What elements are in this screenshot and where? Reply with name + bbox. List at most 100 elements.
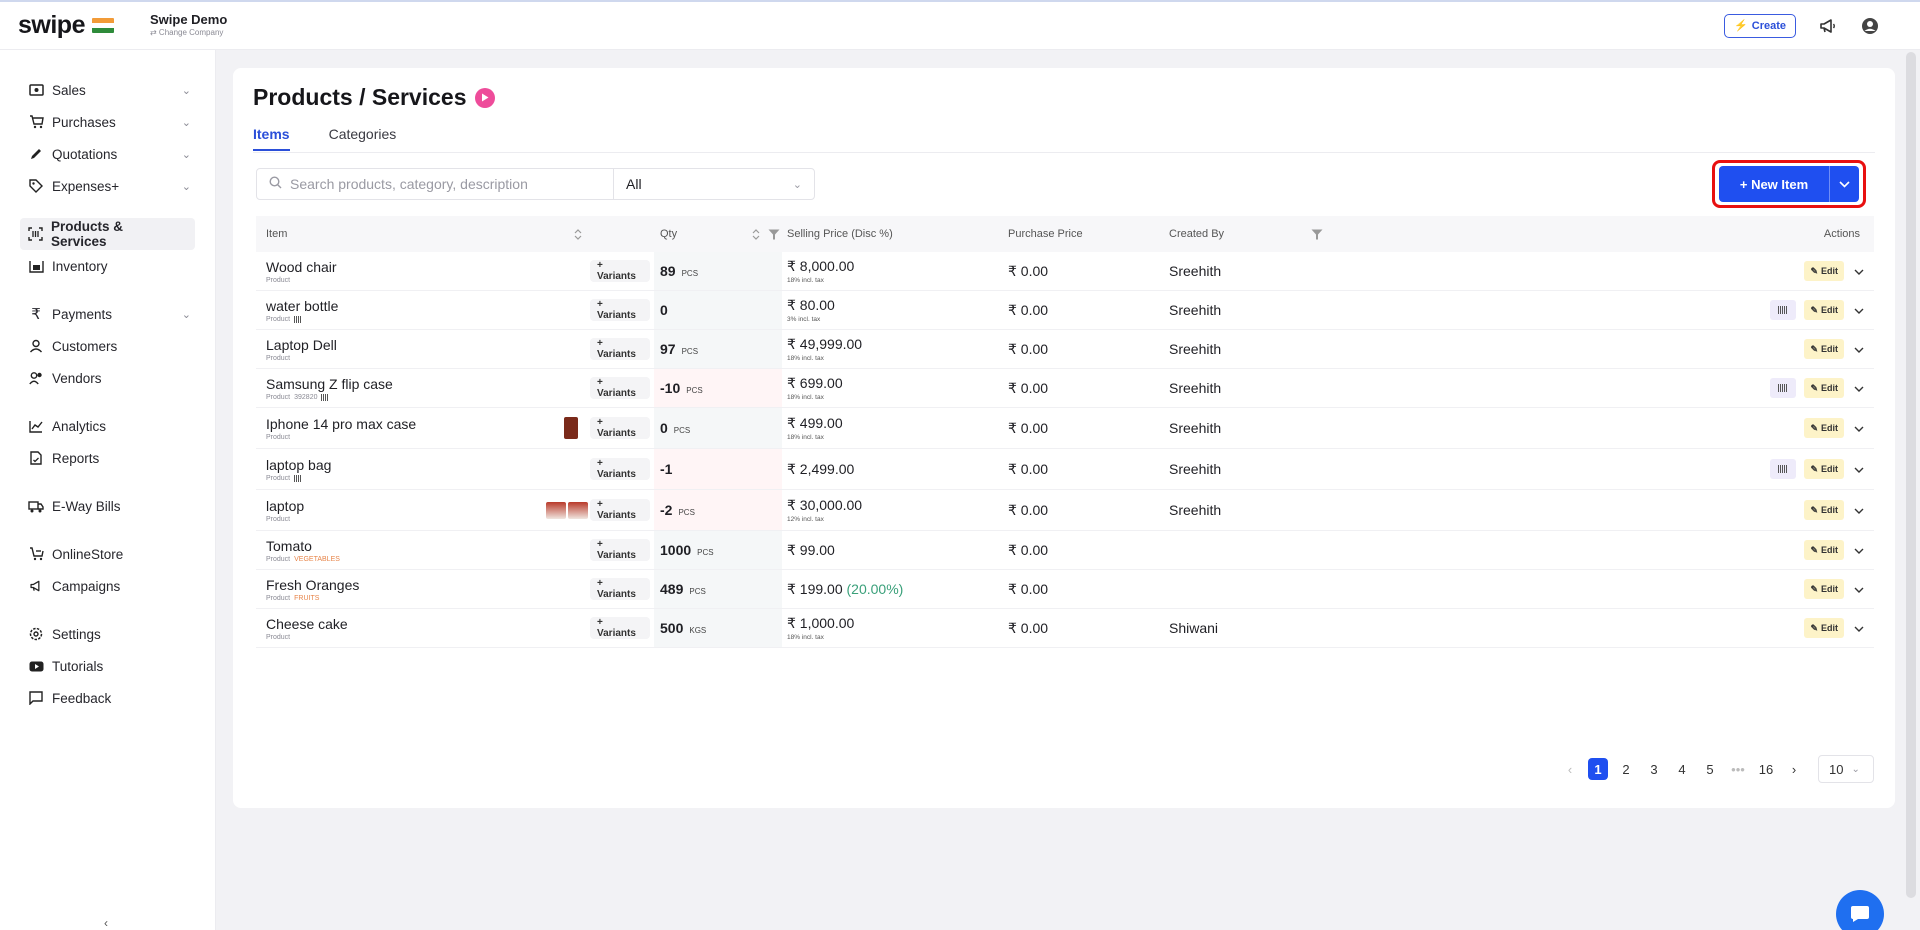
sidebar-item-campaigns[interactable]: Campaigns: [0, 570, 215, 602]
add-variants-button[interactable]: + Variants: [590, 260, 650, 282]
change-company-link[interactable]: ⇄ Change Company: [149, 28, 224, 38]
sidebar-item-feedback[interactable]: Feedback: [0, 682, 215, 714]
add-variants-button[interactable]: + Variants: [590, 539, 650, 561]
sidebar-item-reports[interactable]: Reports: [0, 442, 215, 474]
page-2[interactable]: 2: [1622, 761, 1630, 777]
edit-button[interactable]: ✎ Edit: [1804, 579, 1844, 599]
add-variants-button[interactable]: + Variants: [590, 499, 650, 521]
sidebar-item-payments[interactable]: ₹ Payments ⌄: [0, 298, 215, 330]
page-1[interactable]: 1: [1588, 758, 1608, 780]
page-5[interactable]: 5: [1706, 761, 1714, 777]
sidebar-item-inventory[interactable]: Inventory: [0, 250, 215, 282]
prev-page-button[interactable]: ‹: [1567, 761, 1573, 777]
filter-icon[interactable]: [768, 216, 780, 252]
new-item-button[interactable]: + New Item: [1739, 176, 1809, 192]
add-variants-button[interactable]: + Variants: [590, 338, 650, 360]
edit-button[interactable]: ✎ Edit: [1804, 500, 1844, 520]
item-name[interactable]: Wood chair: [266, 258, 337, 275]
item-name[interactable]: water bottle: [266, 297, 339, 314]
table-row[interactable]: Samsung Z flip case Product 392820 + Varian…: [256, 369, 1874, 408]
item-name[interactable]: Laptop Dell: [266, 336, 337, 353]
table-row[interactable]: Tomato Product VEGETABLES + Variants 1000 PCS…: [256, 531, 1874, 570]
sort-icon[interactable]: [752, 216, 760, 252]
row-expand-chevron-icon[interactable]: [1852, 462, 1866, 476]
sidebar-item-settings[interactable]: Settings: [0, 618, 215, 650]
product-thumbnail[interactable]: [546, 502, 566, 519]
sidebar-item-purchases[interactable]: Purchases ⌄: [0, 106, 215, 138]
item-name[interactable]: Fresh Oranges: [266, 576, 360, 593]
edit-button[interactable]: ✎ Edit: [1804, 418, 1844, 438]
page-16[interactable]: 16: [1758, 761, 1774, 777]
next-page-button[interactable]: ›: [1791, 761, 1797, 777]
search-input[interactable]: [290, 176, 610, 192]
sidebar-item-products-services[interactable]: Products & Services: [20, 218, 195, 250]
sidebar-collapse-icon[interactable]: ‹: [104, 916, 108, 930]
row-expand-chevron-icon[interactable]: [1852, 621, 1866, 635]
add-variants-button[interactable]: + Variants: [590, 417, 650, 439]
item-name[interactable]: Iphone 14 pro max case: [266, 415, 417, 432]
table-row[interactable]: Cheese cake Product + Variants 500 KGS ₹ 1,00…: [256, 609, 1874, 648]
row-expand-chevron-icon[interactable]: [1852, 543, 1866, 557]
create-button[interactable]: ⚡ Create: [1724, 13, 1796, 38]
page-scrollbar[interactable]: [1906, 52, 1916, 898]
row-expand-chevron-icon[interactable]: [1852, 264, 1866, 278]
play-video-icon[interactable]: [474, 87, 495, 108]
add-variants-button[interactable]: + Variants: [590, 617, 650, 639]
table-row[interactable]: laptop bag Product + Variants -1 ₹ 2,499.00 ₹…: [256, 449, 1874, 490]
row-expand-chevron-icon[interactable]: [1852, 303, 1866, 317]
item-name[interactable]: laptop: [266, 497, 305, 514]
tab-categories[interactable]: Categories: [328, 126, 397, 142]
sidebar-item-vendors[interactable]: Vendors: [0, 362, 215, 394]
category-filter-select[interactable]: All ⌄: [626, 176, 802, 192]
edit-button[interactable]: ✎ Edit: [1804, 261, 1844, 281]
chat-support-button[interactable]: [1836, 890, 1884, 930]
add-variants-button[interactable]: + Variants: [590, 578, 650, 600]
tab-items[interactable]: Items: [253, 126, 290, 151]
edit-button[interactable]: ✎ Edit: [1804, 300, 1844, 320]
barcode-button[interactable]: [1770, 300, 1797, 320]
table-row[interactable]: Fresh Oranges Product FRUITS + Variants 489 P…: [256, 570, 1874, 609]
row-expand-chevron-icon[interactable]: [1852, 381, 1866, 395]
sidebar-item-customers[interactable]: Customers: [0, 330, 215, 362]
item-name[interactable]: Cheese cake: [266, 615, 348, 632]
page-size-select[interactable]: 10 ⌄: [1818, 755, 1874, 783]
item-name[interactable]: Tomato: [266, 537, 312, 554]
page-4[interactable]: 4: [1678, 761, 1686, 777]
page-3[interactable]: 3: [1650, 761, 1658, 777]
sort-icon[interactable]: [574, 216, 582, 252]
sidebar-item-expenses[interactable]: Expenses+ ⌄: [0, 170, 215, 202]
company-switcher[interactable]: Swipe Demo ⇄ Change Company: [149, 12, 227, 38]
edit-button[interactable]: ✎ Edit: [1804, 339, 1844, 359]
barcode-button[interactable]: [1770, 459, 1797, 479]
sidebar-item-eway-bills[interactable]: E-Way Bills: [0, 490, 215, 522]
add-variants-button[interactable]: + Variants: [590, 377, 650, 399]
page-ellipsis[interactable]: •••: [1731, 761, 1745, 777]
product-thumbnail[interactable]: [568, 502, 588, 519]
edit-button[interactable]: ✎ Edit: [1804, 618, 1844, 638]
table-row[interactable]: Iphone 14 pro max case Product + Variants 0…: [256, 408, 1874, 449]
table-row[interactable]: water bottle Product + Variants 0 ₹ 80.00 3% …: [256, 291, 1874, 330]
edit-button[interactable]: ✎ Edit: [1804, 459, 1844, 479]
sidebar-item-quotations[interactable]: Quotations ⌄: [0, 138, 215, 170]
edit-button[interactable]: ✎ Edit: [1804, 378, 1844, 398]
sidebar-item-analytics[interactable]: Analytics: [0, 410, 215, 442]
item-name[interactable]: Samsung Z flip case: [266, 375, 393, 392]
sidebar-item-onlinestore[interactable]: OnlineStore: [0, 538, 215, 570]
product-thumbnail[interactable]: [564, 417, 578, 439]
table-row[interactable]: Wood chair Product + Variants 89 PCS ₹ 8,000.…: [256, 252, 1874, 291]
add-variants-button[interactable]: + Variants: [590, 299, 650, 321]
new-item-dropdown-button[interactable]: [1829, 166, 1859, 202]
swipe-logo[interactable]: swipe: [18, 11, 114, 40]
table-row[interactable]: laptop Product + Variants -2 PCS ₹ 30,000.00 1…: [256, 490, 1874, 531]
edit-button[interactable]: ✎ Edit: [1804, 540, 1844, 560]
megaphone-icon[interactable]: [1818, 16, 1838, 36]
row-expand-chevron-icon[interactable]: [1852, 503, 1866, 517]
row-expand-chevron-icon[interactable]: [1852, 342, 1866, 356]
barcode-button[interactable]: [1770, 378, 1797, 398]
sidebar-item-sales[interactable]: Sales ⌄: [0, 74, 215, 106]
filter-icon[interactable]: [1311, 216, 1323, 252]
table-row[interactable]: Laptop Dell Product + Variants 97 PCS ₹ 49,99…: [256, 330, 1874, 369]
item-name[interactable]: laptop bag: [266, 456, 332, 473]
user-account-icon[interactable]: [1860, 16, 1880, 36]
row-expand-chevron-icon[interactable]: [1852, 421, 1866, 435]
